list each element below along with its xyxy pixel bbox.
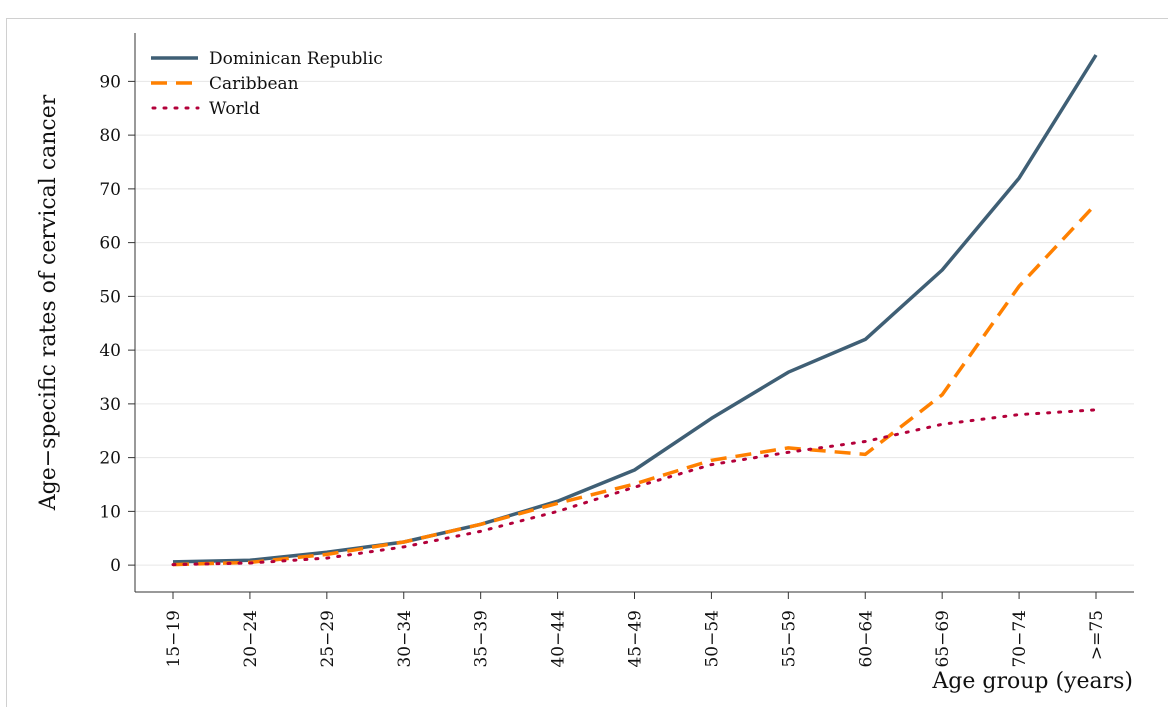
series-line-world (171, 408, 1098, 567)
x-tick-label: 15−19 (164, 610, 184, 668)
grid-lines (135, 80, 1134, 566)
y-tick-label: 10 (99, 502, 121, 522)
legend-label: Dominican Republic (209, 49, 383, 69)
legend: Dominican Republic Caribbean World (151, 49, 383, 119)
legend-label: Caribbean (209, 74, 299, 94)
series-line-caribbean (172, 202, 1098, 567)
x-axis-title: Age group (years) (931, 669, 1133, 694)
y-tick-label: 20 (99, 449, 121, 469)
y-tick-label: 0 (110, 556, 121, 576)
x-tick-label: 45−49 (626, 610, 646, 668)
x-tick-label: 50−54 (702, 610, 722, 668)
x-tick-label: 25−29 (318, 610, 338, 668)
y-tick-label: 50 (99, 287, 121, 307)
x-tick-label: >=75 (1087, 610, 1107, 660)
chart-frame: 0 10 20 30 40 50 60 70 80 90 15−19 20−24 25−29 30−34… (6, 18, 1168, 707)
axes (134, 33, 1134, 593)
y-tick-label: 70 (99, 180, 121, 200)
x-tick-label: 20−24 (241, 610, 261, 668)
x-tick-label: 60−64 (856, 610, 876, 668)
series-lines (171, 54, 1098, 567)
x-tick-label: 55−59 (779, 610, 799, 668)
y-tick-label: 30 (99, 395, 121, 415)
y-tick-label: 60 (99, 234, 121, 254)
y-axis-ticks: 0 10 20 30 40 50 60 70 80 90 (99, 72, 135, 576)
x-tick-label: 30−34 (395, 610, 415, 668)
x-tick-label: 40−44 (549, 610, 569, 668)
cervical-cancer-line-chart: 0 10 20 30 40 50 60 70 80 90 15−19 20−24 25−29 30−34… (36, 33, 1134, 694)
x-tick-label: 65−69 (933, 610, 953, 668)
x-tick-label: 70−74 (1010, 610, 1030, 668)
legend-label: World (209, 99, 260, 119)
series-line-dominican-republic (172, 54, 1098, 564)
x-axis-ticks: 15−19 20−24 25−29 30−34 35−39 40−44 45−49 50−54… (164, 592, 1107, 668)
y-tick-label: 40 (99, 341, 121, 361)
y-tick-label: 80 (99, 126, 121, 146)
y-axis-title: Age−specific rates of cervical cancer (36, 94, 61, 511)
y-tick-label: 90 (99, 72, 121, 92)
x-tick-label: 35−39 (472, 610, 492, 668)
